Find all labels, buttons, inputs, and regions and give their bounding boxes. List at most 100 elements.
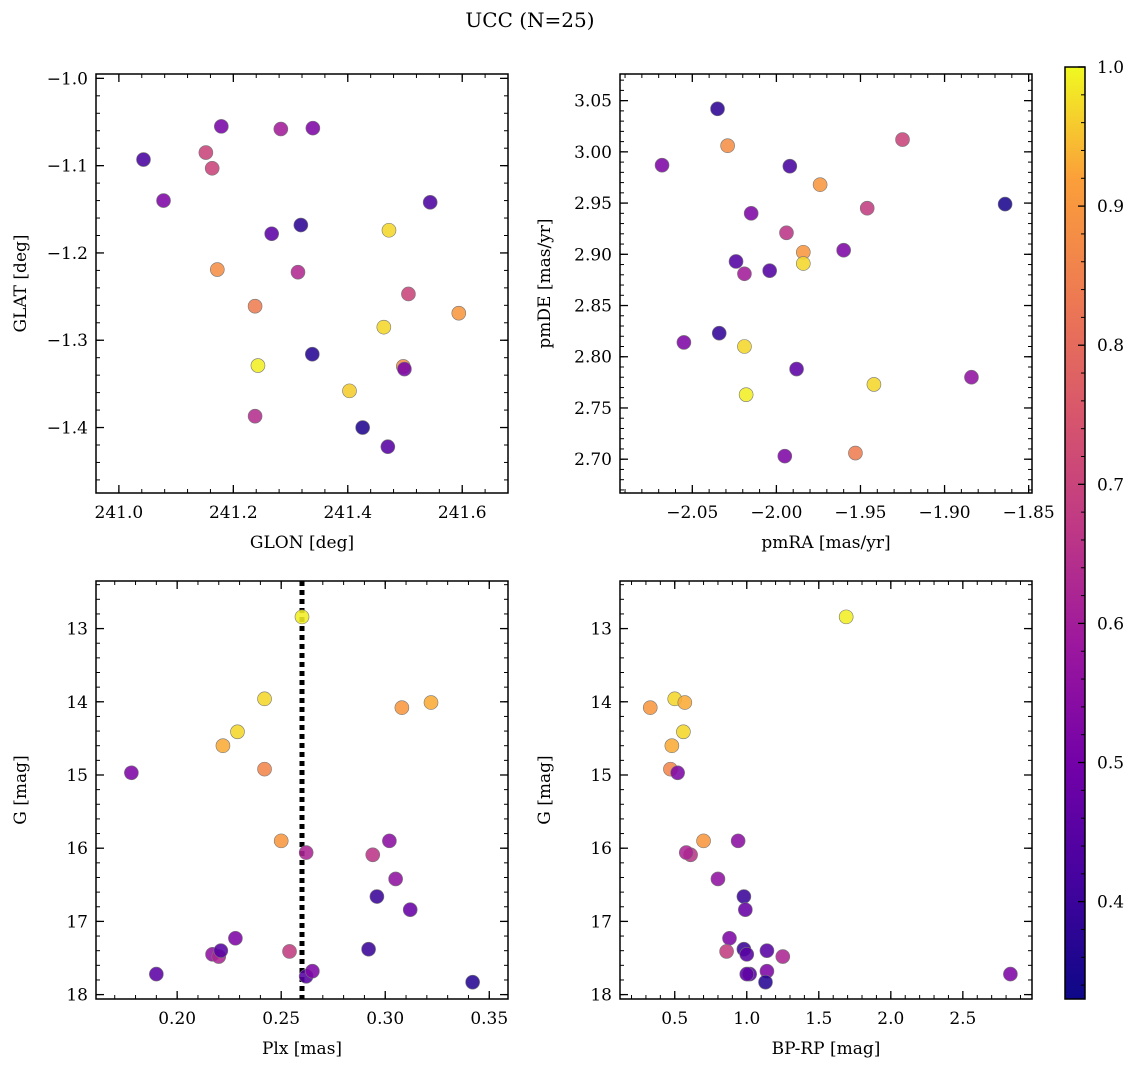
colorbar-tick-label: 1.0 (1097, 58, 1124, 78)
scatter-point (762, 263, 777, 278)
y-tick-label: 15 (66, 766, 88, 786)
colorbar: 0.4 0.5 0.6 0.7 0.8 0.9 1.0 (1064, 58, 1124, 1000)
y-tick-label: 3.05 (574, 92, 612, 112)
y-tick-label: 18 (66, 986, 88, 1006)
scatter-point (696, 833, 711, 849)
scatter-point (710, 871, 726, 887)
scatter-point (1003, 966, 1018, 982)
scatter-point (204, 160, 220, 176)
colorbar-tick-label: 0.7 (1097, 475, 1124, 495)
scatter-point (304, 346, 320, 362)
scatter-point (264, 226, 279, 242)
scatter-point (247, 298, 263, 314)
x-tick-label: 0.5 (661, 1009, 688, 1029)
scatter-point (257, 691, 272, 707)
scatter-point (739, 947, 755, 962)
scatter-point (422, 195, 438, 210)
scatter-point (759, 943, 775, 958)
scatter-point (382, 833, 397, 849)
colorbar-tick-label: 0.9 (1097, 197, 1124, 217)
x-axis-label: Plx [mas] (262, 1039, 342, 1059)
scatter-point (149, 966, 164, 982)
y-tick-label: 2.85 (574, 297, 612, 317)
scatter-point (720, 138, 735, 154)
scatter-point (465, 974, 480, 990)
scatter-point (213, 943, 229, 958)
x-tick-label: −1.95 (834, 503, 886, 523)
scatter-point (228, 930, 243, 946)
x-axis-label: GLON [deg] (250, 533, 354, 553)
scatter-point (677, 695, 693, 710)
y-tick-label: 16 (66, 839, 88, 859)
x-tick-label: 0.20 (158, 1009, 196, 1029)
scatter-point (737, 266, 752, 282)
plot-frame (95, 73, 509, 494)
x-tick-label: −1.85 (1003, 503, 1055, 523)
scatter-point (739, 966, 755, 982)
scatter-point (250, 358, 266, 373)
y-tick-label: 18 (590, 986, 612, 1006)
scatter-point (401, 286, 416, 302)
x-tick-label: 2.5 (949, 1009, 976, 1029)
scatter-point (381, 222, 397, 238)
x-tick-label: 1.0 (733, 1009, 760, 1029)
colorbar-tick-label: 0.5 (1097, 754, 1124, 774)
scatter-point (719, 944, 734, 959)
scatter-point (676, 335, 692, 350)
scatter-point (402, 902, 418, 917)
y-axis-label: pmDE [mas/yr] (535, 218, 555, 348)
scatter-point (964, 369, 979, 385)
y-tick-label: 17 (66, 912, 88, 932)
scatter-point (678, 845, 694, 860)
scatter-point (361, 941, 376, 957)
scatter-point (737, 339, 752, 354)
scatter-point (305, 963, 320, 979)
panel-pmra-pmde: −2.05 −2.00 −1.95 −1.90 −1.85 2.70 2.75 2.80 2.8… (535, 73, 1055, 553)
scatter-point (670, 765, 685, 781)
scatter-point (838, 609, 854, 625)
scatter-point (775, 949, 791, 964)
scatter-point (230, 724, 245, 740)
scatter-point (848, 445, 863, 461)
scatter-point (376, 319, 392, 335)
scatter-point (198, 145, 214, 160)
x-tick-label: 0.25 (262, 1009, 300, 1029)
x-tick-label: −2.05 (666, 503, 718, 523)
y-tick-label: 14 (66, 693, 88, 713)
x-tick-label: 0.35 (470, 1009, 508, 1029)
x-tick-label: 241.4 (323, 503, 372, 523)
y-tick-label: 2.80 (574, 348, 612, 368)
scatter-point (247, 408, 263, 424)
scatter-point (722, 930, 737, 946)
y-tick-label: 2.90 (574, 245, 612, 265)
scatter-point (369, 889, 385, 904)
scatter-point (859, 200, 875, 216)
colorbar-tick-label: 0.6 (1097, 614, 1124, 634)
scatter-point (743, 206, 759, 221)
colorbar-gradient (1064, 66, 1086, 1000)
x-tick-label: 2.0 (877, 1009, 904, 1029)
scatter-point (789, 361, 804, 377)
y-axis-label: GLAT [deg] (11, 234, 31, 332)
scatter-point (423, 695, 439, 710)
x-axis-label: pmRA [mas/yr] (761, 533, 890, 553)
scatter-point (779, 225, 794, 241)
scatter-point (812, 177, 828, 192)
scatter-point (676, 724, 691, 740)
x-tick-label: −2.00 (750, 503, 802, 523)
scatter-point (282, 944, 297, 959)
panel-bprp-g: 0.5 1.0 1.5 2.0 2.5 13 14 15 16 17 18 BP-RP [mag] G … (535, 580, 1033, 1059)
scatter-point (397, 361, 412, 377)
scatter-point (758, 974, 773, 990)
plot-frame (619, 73, 1033, 494)
scatter-point (293, 217, 309, 233)
scatter-point (124, 765, 139, 781)
x-tick-label: 241.2 (209, 503, 258, 523)
plot-frame (619, 580, 1033, 1000)
scatter-point (728, 254, 744, 269)
scatter-point (215, 738, 231, 754)
colorbar-tick-label: 0.4 (1097, 893, 1124, 913)
scatter-point (273, 833, 289, 849)
y-tick-label: 2.70 (574, 450, 612, 470)
